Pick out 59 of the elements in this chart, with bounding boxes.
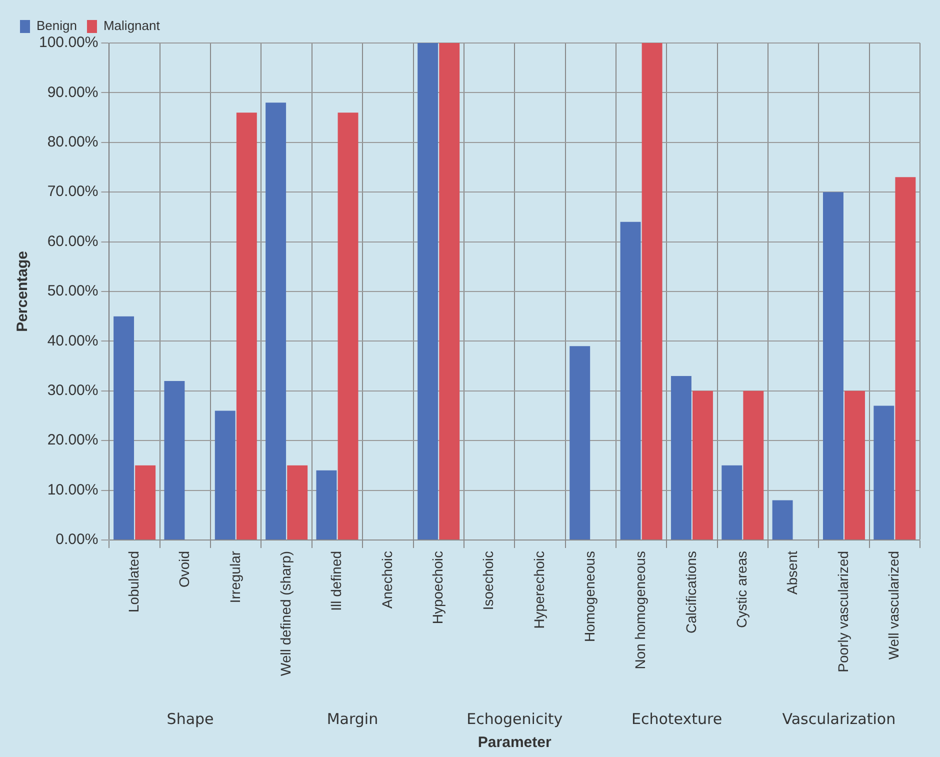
x-tick-label: Irregular — [226, 550, 243, 604]
x-tick-label: Ovoid — [176, 550, 192, 588]
y-tick-label: 20.00% — [47, 432, 98, 449]
bar — [164, 380, 185, 540]
bar — [114, 316, 134, 540]
text: Echogenicity — [466, 710, 563, 728]
text: Margin — [326, 710, 378, 728]
x-tick-label: Ill defined — [328, 550, 344, 611]
bar — [670, 376, 692, 540]
y-tick-label: 0.00% — [56, 531, 98, 548]
bar — [620, 222, 641, 540]
y-tick-label: 60.00% — [47, 232, 98, 250]
bar — [844, 390, 865, 540]
x-tick-label: Non homogeneous — [632, 550, 648, 670]
y-tick-label: 50.00% — [47, 282, 98, 300]
bar — [895, 177, 916, 540]
y-tick-label: 70.00% — [47, 183, 98, 200]
x-tick-label: Homogeneous — [581, 550, 598, 642]
bar — [287, 465, 308, 540]
legend-label: Benign — [36, 18, 77, 34]
x-tick-label: Absent — [784, 550, 800, 595]
x-tick-label: Hypoechoic — [429, 550, 446, 624]
bar — [418, 43, 438, 540]
bar — [822, 192, 844, 540]
bar — [214, 410, 236, 540]
y-tick-label: 10.00% — [47, 481, 98, 498]
y-tick-label: 80.00% — [47, 134, 98, 151]
bar — [692, 390, 713, 540]
bar — [135, 465, 156, 540]
bar — [236, 112, 257, 540]
y-tick-label: 90.00% — [47, 84, 98, 101]
legend-label: Malignant — [103, 18, 160, 34]
bar — [266, 102, 286, 540]
bar — [338, 112, 358, 540]
x-tick-label: Lobulated — [125, 550, 142, 612]
x-tick-label: Well defined (sharp) — [277, 550, 294, 676]
x-tick-label: Well vascularized — [886, 550, 902, 660]
y-axis-title: Percentage — [14, 251, 32, 332]
y-tick-label: 100.00% — [39, 34, 98, 52]
bar — [439, 43, 460, 540]
bar — [874, 406, 894, 540]
x-tick-label: Hyperechoic — [530, 550, 547, 629]
x-tick-label: Isoechoic — [480, 550, 496, 610]
x-tick-label: Calcifications — [682, 550, 699, 634]
bar — [743, 390, 764, 540]
x-axis-title: Parameter — [478, 734, 552, 752]
y-tick-label: 30.00% — [47, 382, 98, 400]
text: Vascularization — [782, 710, 896, 728]
y-tick-label: 40.00% — [47, 332, 98, 350]
bar — [570, 346, 590, 540]
text: Shape — [166, 710, 214, 728]
bar — [642, 43, 662, 540]
x-tick-label: Poorly vascularized — [834, 550, 851, 672]
x-tick-label: Cystic areas — [734, 550, 750, 628]
bar — [772, 500, 793, 540]
x-tick-label: Anechoic — [378, 550, 395, 609]
text: Echotexture — [631, 710, 722, 728]
bar — [722, 465, 742, 540]
bar — [316, 470, 337, 540]
